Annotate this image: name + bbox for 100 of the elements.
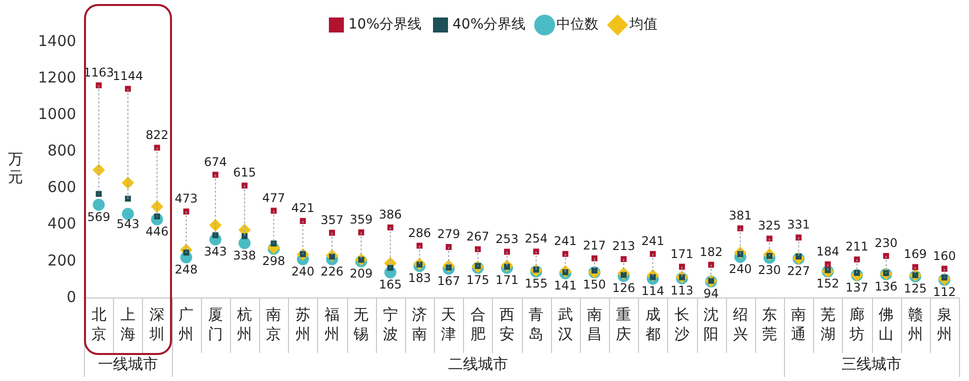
x-tick-label: 无锡 [352, 306, 369, 344]
data-label: 126 [612, 281, 636, 296]
x-tick-label: 芜湖 [820, 306, 836, 344]
legend-label: 中位数 [556, 16, 599, 33]
legend-label: 10%分界线 [348, 16, 422, 33]
data-label: 141 [554, 278, 577, 292]
data-label: 674 [204, 154, 227, 169]
data-label: 171 [670, 246, 694, 261]
x-tick-label: 上海 [120, 306, 136, 344]
y-tick-label: 1000 [38, 105, 76, 124]
y-tick-label: 200 [48, 251, 76, 270]
x-tick-label: 苏州 [295, 306, 310, 344]
x-tick-label: 广州 [178, 306, 194, 344]
data-label: 1163 [83, 65, 114, 80]
data-label: 381 [728, 208, 752, 222]
data-label: 171 [496, 272, 518, 287]
data-label: 155 [524, 276, 548, 291]
x-tick-label: 佛山 [878, 306, 894, 344]
x-tick-label: 宁波 [382, 306, 398, 344]
data-label: 175 [466, 272, 490, 287]
legend-label: 均值 [628, 16, 658, 33]
y-tick-label: 0 [66, 288, 76, 306]
data-label: 421 [291, 201, 314, 216]
y-tick-label: 800 [48, 142, 76, 160]
data-label: 253 [496, 232, 518, 246]
y-tick-label: 1200 [38, 68, 76, 86]
data-label: 240 [291, 264, 314, 278]
data-label: 213 [612, 239, 636, 254]
data-label: 343 [204, 244, 227, 259]
x-tick-label: 天津 [441, 306, 456, 344]
data-label: 230 [874, 236, 898, 250]
data-label: 1144 [112, 68, 144, 83]
y-tick-label: 1400 [38, 32, 76, 50]
data-label: 569 [87, 210, 110, 224]
data-label: 338 [233, 248, 256, 262]
x-tick-label: 泉州 [936, 306, 952, 344]
x-tick-label: 杭州 [236, 306, 252, 344]
data-label: 114 [641, 284, 664, 298]
data-label: 241 [554, 234, 577, 248]
data-label: 182 [700, 244, 723, 259]
x-tick-label: 成都 [645, 306, 660, 344]
text: 一线城市 [98, 354, 158, 373]
data-label: 359 [350, 212, 373, 226]
data-label: 267 [466, 229, 490, 244]
legend-label: 40%分界线 [452, 16, 526, 33]
x-tick-label: 廊坊 [848, 306, 864, 344]
x-tick-label: 南昌 [586, 306, 602, 344]
data-label: 217 [583, 238, 606, 252]
data-label: 386 [378, 208, 402, 222]
data-label: 125 [904, 282, 927, 296]
data-label: 226 [320, 264, 344, 278]
data-label: 150 [583, 278, 606, 292]
x-tick-label: 长沙 [674, 306, 690, 344]
x-tick-label: 武汉 [558, 306, 573, 344]
data-label: 169 [904, 247, 927, 262]
data-label: 286 [408, 226, 431, 240]
x-tick-label: 福州 [324, 306, 340, 344]
data-label: 543 [116, 216, 140, 231]
data-label: 248 [174, 262, 198, 277]
x-tick-label: 赣州 [908, 306, 923, 344]
data-label: 473 [174, 192, 198, 206]
y-tick-label: 400 [48, 214, 76, 233]
x-tick-label: 南京 [266, 306, 282, 344]
x-tick-label: 西安 [500, 306, 515, 344]
data-label: 230 [758, 262, 781, 277]
data-label: 184 [816, 244, 840, 258]
data-label: 152 [816, 276, 840, 291]
y-tick-label: 600 [48, 178, 76, 196]
x-tick-label: 重庆 [616, 306, 632, 344]
data-label: 822 [146, 128, 169, 142]
data-label: 136 [874, 279, 898, 294]
data-label: 113 [670, 283, 694, 298]
text: 二线城市 [448, 354, 508, 373]
x-tick-label: 青岛 [528, 306, 544, 344]
x-tick-label: 合肥 [470, 306, 486, 344]
data-label: 227 [787, 264, 810, 278]
data-label: 331 [787, 218, 810, 232]
data-label: 325 [758, 218, 781, 233]
data-label: 357 [320, 212, 344, 227]
x-tick-label: 南通 [791, 306, 806, 344]
text: 三线城市 [842, 354, 902, 373]
data-label: 615 [233, 166, 256, 180]
data-label: 167 [437, 274, 460, 288]
data-label: 165 [378, 278, 402, 292]
data-label: 211 [845, 240, 868, 254]
data-label: 209 [350, 266, 373, 281]
x-tick-label: 厦门 [208, 306, 223, 344]
x-tick-label: 绍兴 [732, 306, 748, 344]
data-label: 241 [641, 234, 664, 248]
data-label: 112 [932, 284, 956, 299]
data-label: 160 [932, 248, 956, 263]
data-label: 446 [146, 224, 169, 238]
y-axis-title: 万元 [8, 150, 23, 186]
x-tick-label: 深圳 [148, 306, 165, 344]
data-label: 94 [703, 286, 719, 301]
x-tick-label: 东莞 [762, 306, 777, 344]
x-tick-label: 北京 [91, 306, 106, 344]
data-label: 240 [728, 262, 752, 276]
data-label: 137 [845, 280, 868, 294]
data-label: 254 [524, 232, 548, 246]
